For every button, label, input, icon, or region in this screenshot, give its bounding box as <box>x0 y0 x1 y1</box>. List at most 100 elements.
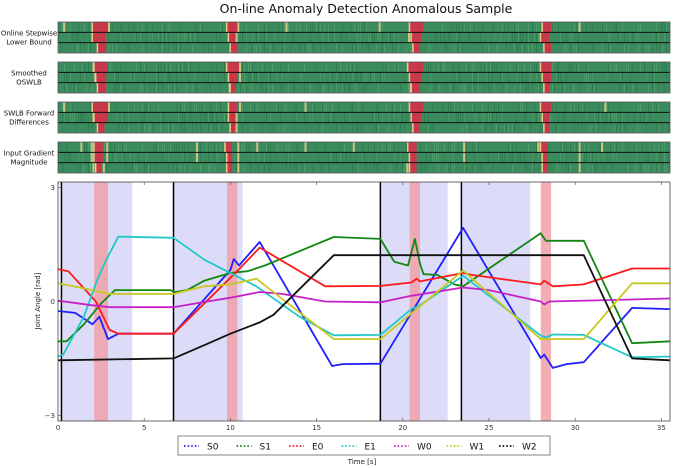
heatmap-cell <box>564 142 565 153</box>
heatmap-cell <box>196 102 197 113</box>
heatmap-cell <box>276 142 277 153</box>
heatmap-cell <box>462 122 463 133</box>
heatmap-cell <box>320 42 321 53</box>
heatmap-anomaly-cell <box>542 22 552 33</box>
heatmap-cell <box>494 82 495 93</box>
heatmap-cell <box>82 152 83 163</box>
heatmap-cell <box>490 122 491 133</box>
heatmap-cell <box>206 82 207 93</box>
heatmap-cell <box>526 122 527 133</box>
heatmap-cell <box>58 32 59 43</box>
heatmap-cell <box>264 42 265 53</box>
heatmap-cell <box>638 122 639 133</box>
heatmap-cell <box>110 62 111 73</box>
heatmap-row <box>58 112 670 123</box>
heatmap-mild-cell <box>96 82 99 93</box>
heatmap-cell <box>532 112 533 123</box>
heatmap-cell <box>526 72 527 83</box>
heatmap-cell <box>400 82 401 93</box>
heatmap-cell <box>144 62 145 73</box>
heatmap-cell <box>270 122 271 133</box>
heatmap-cell <box>556 62 557 73</box>
legend-label: S0 <box>207 443 219 453</box>
heatmap-cell <box>368 42 369 53</box>
heatmap-cell <box>532 32 533 43</box>
heatmap-cell <box>460 72 461 83</box>
heatmap-cell <box>570 82 571 93</box>
heatmap-cell <box>454 72 455 83</box>
heatmap-cell <box>328 152 329 163</box>
heatmap-cell <box>452 62 453 73</box>
heatmap-cell <box>532 42 533 53</box>
heatmap-cell <box>632 82 633 93</box>
heatmap-cell <box>220 22 221 33</box>
heatmap-mild-cell <box>304 102 307 113</box>
heatmap-cell <box>144 102 145 113</box>
heatmap-cell <box>460 42 461 53</box>
legend-item: E0 <box>289 443 324 453</box>
heatmap-cell <box>180 102 181 113</box>
heatmap-cell <box>84 112 85 123</box>
heatmap-cell <box>428 42 429 53</box>
heatmap-cell <box>212 62 213 73</box>
heatmap-cell <box>612 112 613 123</box>
heatmap-cell <box>108 162 109 173</box>
heatmap-cell <box>430 42 431 53</box>
heatmap-cell <box>614 112 615 123</box>
heatmap-cell <box>592 42 593 53</box>
heatmap-cell <box>70 112 71 123</box>
heatmap-cell <box>344 82 345 93</box>
heatmap-cell <box>400 152 401 163</box>
heatmap-cell <box>62 22 63 33</box>
heatmap-cell <box>58 142 59 153</box>
heatmap-cell <box>192 82 193 93</box>
heatmap-cell <box>242 142 243 153</box>
heatmap-cell <box>300 72 301 83</box>
heatmap-cell <box>282 82 283 93</box>
heatmap-mild-cell <box>463 152 466 163</box>
heatmap-mild-cell <box>543 82 545 93</box>
heatmap-cell <box>72 32 73 43</box>
heatmap-cell <box>496 42 497 53</box>
heatmap-cell <box>460 112 461 123</box>
heatmap-mild-cell <box>90 152 93 163</box>
heatmap-cell <box>616 142 617 153</box>
heatmap-cell <box>454 162 455 173</box>
heatmap-cell <box>120 62 121 73</box>
heatmap-cell <box>288 152 289 163</box>
heatmap-cell <box>596 82 597 93</box>
heatmap-cell <box>182 122 183 133</box>
heatmap-cell <box>532 162 533 173</box>
heatmap-cell <box>588 82 589 93</box>
heatmap-cell <box>310 22 311 33</box>
heatmap-cell <box>378 32 379 43</box>
series-line-s1 <box>58 232 671 345</box>
heatmap-cell <box>518 152 519 163</box>
heatmap-cell <box>84 142 85 153</box>
heatmap-cell <box>334 112 335 123</box>
heatmap-cell <box>474 152 475 163</box>
heatmap-cell <box>148 162 149 173</box>
heatmap-cell <box>260 82 261 93</box>
heatmap-cell <box>86 82 87 93</box>
legend-item: E1 <box>341 443 376 453</box>
heatmap-cell <box>130 162 131 173</box>
heatmap-cell <box>224 62 225 73</box>
heatmap-cell <box>84 42 85 53</box>
heatmap-cell <box>606 22 607 33</box>
heatmap-cell <box>388 142 389 153</box>
heatmap-cell <box>598 142 599 153</box>
heatmap-cell <box>270 112 271 123</box>
heatmap-cell <box>78 112 79 123</box>
heatmap-cell <box>196 22 197 33</box>
heatmap-cell <box>252 122 253 133</box>
heatmap-cell <box>146 62 147 73</box>
heatmap-cell <box>652 102 653 113</box>
heatmap-cell <box>436 82 437 93</box>
heatmap-cell <box>448 112 449 123</box>
heatmap-cell <box>222 22 223 33</box>
heatmap-cell <box>268 72 269 83</box>
heatmap-mild-cell <box>237 152 240 163</box>
heatmap-cell <box>258 102 259 113</box>
heatmap-cell <box>248 142 249 153</box>
